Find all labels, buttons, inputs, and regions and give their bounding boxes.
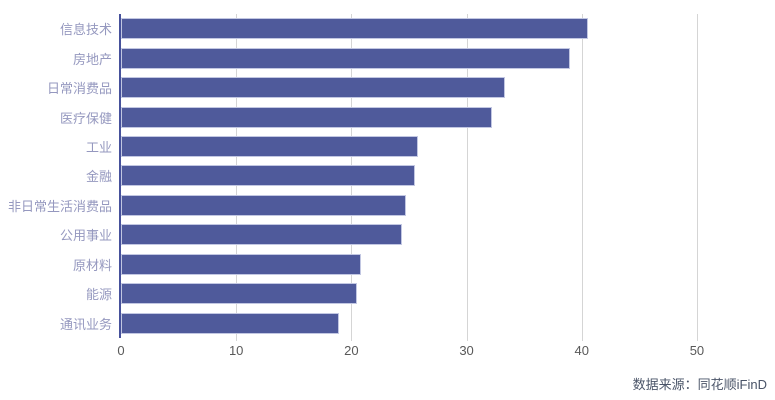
- bar-9: [121, 253, 361, 275]
- category-label: 原材料: [72, 257, 112, 273]
- x-tick-label: 20: [344, 343, 359, 358]
- bar-6: [121, 165, 415, 187]
- bar-8: [121, 224, 403, 246]
- chart-row: 日常消费品: [0, 73, 775, 102]
- chart-row: 原材料: [0, 250, 775, 279]
- category-label: 能源: [85, 287, 112, 303]
- bar-1: [121, 18, 588, 40]
- y-axis-line: [119, 14, 121, 338]
- chart-row: 能源: [0, 279, 775, 308]
- gridline: [466, 14, 468, 341]
- category-label: 房地产: [72, 51, 112, 67]
- bar-3: [121, 77, 505, 99]
- chart-row: 房地产: [0, 43, 775, 72]
- chart-row: 信息技术: [0, 14, 775, 43]
- data-source-label: 数据来源：同花顺iFinD: [632, 377, 767, 392]
- x-tick-label: 50: [689, 343, 705, 358]
- x-tick-label: 10: [228, 343, 244, 358]
- category-label: 通讯业务: [59, 316, 112, 332]
- x-axis: 0 10 20 30 40 50: [117, 343, 758, 359]
- category-label: 金融: [85, 169, 112, 185]
- bar-rows: 信息技术房地产日常消费品医疗保健工业金融非日常生活消费品公用事业原材料能源通讯业…: [0, 14, 775, 338]
- bar-11: [121, 312, 339, 334]
- x-tick-label: 30: [459, 343, 474, 358]
- x-tick-label: 0: [117, 343, 125, 358]
- category-label: 非日常生活消费品: [7, 198, 112, 214]
- category-label: 信息技术: [59, 22, 112, 38]
- chart-row: 金融: [0, 161, 775, 190]
- chart-row: 医疗保健: [0, 102, 775, 131]
- gridline: [581, 14, 583, 341]
- bar-10: [121, 283, 358, 305]
- x-tick-label: 40: [574, 343, 589, 358]
- category-label: 工业: [85, 140, 112, 156]
- chart-row: 公用事业: [0, 220, 775, 249]
- chart-row: 通讯业务: [0, 309, 775, 338]
- bar-7: [121, 194, 406, 216]
- category-label: 医疗保健: [59, 110, 112, 126]
- category-label: 公用事业: [59, 228, 112, 244]
- bar-2: [121, 47, 571, 69]
- gridline: [696, 14, 698, 341]
- category-label: 日常消费品: [46, 81, 112, 97]
- bar-5: [121, 136, 419, 158]
- chart-row: 非日常生活消费品: [0, 191, 775, 220]
- bar-4: [121, 106, 492, 128]
- chart-row: 工业: [0, 132, 775, 161]
